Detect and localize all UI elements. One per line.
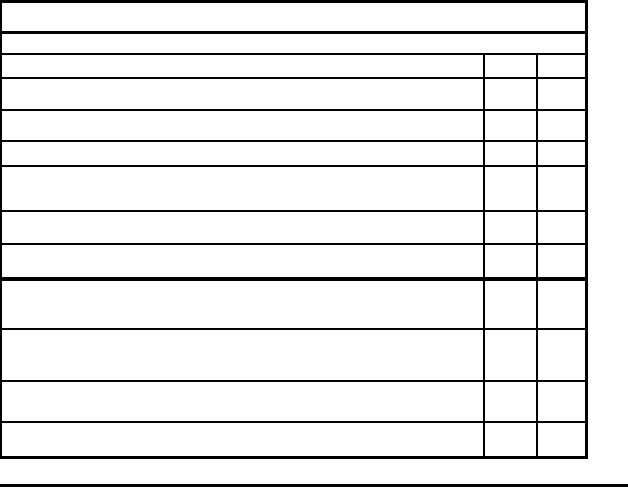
table-cell-main <box>2 79 483 109</box>
table-row <box>2 142 585 167</box>
table-cell-col3 <box>536 423 585 456</box>
table-cell-col3 <box>536 111 585 140</box>
table-row <box>2 330 585 382</box>
table-cell-col2 <box>483 382 536 421</box>
table-row <box>2 167 585 212</box>
table-cell-main <box>2 167 483 210</box>
table-cell-col3 <box>536 55 585 77</box>
header-row-2 <box>2 34 585 55</box>
table-row <box>2 382 585 423</box>
table-cell-main <box>2 382 483 421</box>
table-row <box>2 281 585 330</box>
table-cell-col3 <box>536 281 585 328</box>
table-cell-col3 <box>536 382 585 421</box>
table-cell-main <box>2 423 483 456</box>
table-cell-col3 <box>536 142 585 165</box>
table-cell-col3 <box>536 167 585 210</box>
table-row <box>2 55 585 79</box>
table-cell-col2 <box>483 142 536 165</box>
table-cell-main <box>2 212 483 243</box>
table-cell-col2 <box>483 55 536 77</box>
table-cell-col2 <box>483 111 536 140</box>
table-cell-main <box>2 111 483 140</box>
table-row <box>2 79 585 111</box>
table-cell-col3 <box>536 245 585 277</box>
bottom-horizontal-rule <box>0 484 628 487</box>
header-row-1 <box>2 3 585 34</box>
table-row <box>2 423 585 459</box>
table-cell-col2 <box>483 167 536 210</box>
table-cell-col3 <box>536 212 585 243</box>
table-cell-col3 <box>536 79 585 109</box>
table-cell-main <box>2 142 483 165</box>
table-cell-main <box>2 330 483 380</box>
table-cell-col2 <box>483 281 536 328</box>
blank-form-table <box>0 0 588 459</box>
table-cell-main <box>2 55 483 77</box>
table-cell-col2 <box>483 212 536 243</box>
table-cell-col2 <box>483 330 536 380</box>
table-row <box>2 245 585 281</box>
table-row <box>2 111 585 142</box>
table-cell-col2 <box>483 245 536 277</box>
table-cell-col2 <box>483 79 536 109</box>
table-cell-main <box>2 281 483 328</box>
table-cell-main <box>2 245 483 277</box>
table-cell-col2 <box>483 423 536 456</box>
table-row <box>2 212 585 245</box>
table-cell-col3 <box>536 330 585 380</box>
